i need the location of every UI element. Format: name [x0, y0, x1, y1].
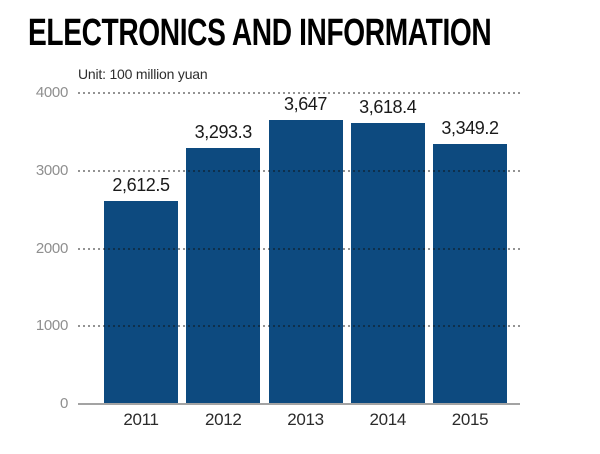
y-tick-label-1000: 1000: [35, 317, 68, 335]
gridline-3000: [78, 169, 520, 172]
x-axis-line: [78, 403, 520, 405]
value-label-2015: 3,349.2: [441, 117, 499, 138]
y-tick-label-4000: 4000: [35, 84, 68, 101]
chart-title: ELECTRONICS AND INFORMATION: [28, 12, 492, 54]
x-category-label-2012: 2012: [204, 410, 242, 429]
gridline-1000: [78, 325, 520, 328]
value-label-2013: 3,647: [283, 94, 328, 115]
x-category-label-2015: 2015: [451, 410, 489, 429]
x-category-label-2013: 2013: [287, 410, 324, 429]
y-tick-label-2000: 2000: [35, 239, 68, 257]
gridline-2000: [78, 247, 520, 250]
bar-2013: [268, 120, 343, 404]
bar-2012: [186, 147, 261, 404]
chart-area: 2,612.5 3,293.3 3,647 3,618.4 3,349.2 0 1000 2…: [0, 85, 600, 433]
gridline-4000: [78, 92, 520, 94]
value-label-2011: 2,612.5: [112, 174, 170, 195]
bar-2011: [104, 200, 178, 404]
chart-unit-subtitle: Unit: 100 million yuan: [78, 66, 208, 82]
y-tick-label-0: 0: [59, 395, 68, 412]
plot-area: 2,612.5 3,293.3 3,647 3,618.4 3,349.2: [78, 92, 520, 405]
x-category-label-2014: 2014: [369, 410, 407, 429]
bar-2014: [350, 122, 425, 404]
bar-2015: [433, 143, 507, 404]
value-label-2012: 3,293.3: [194, 121, 253, 142]
y-tick-label-3000: 3000: [35, 161, 68, 179]
value-label-2014: 3,618.4: [359, 96, 417, 117]
x-category-label-2011: 2011: [123, 410, 159, 429]
